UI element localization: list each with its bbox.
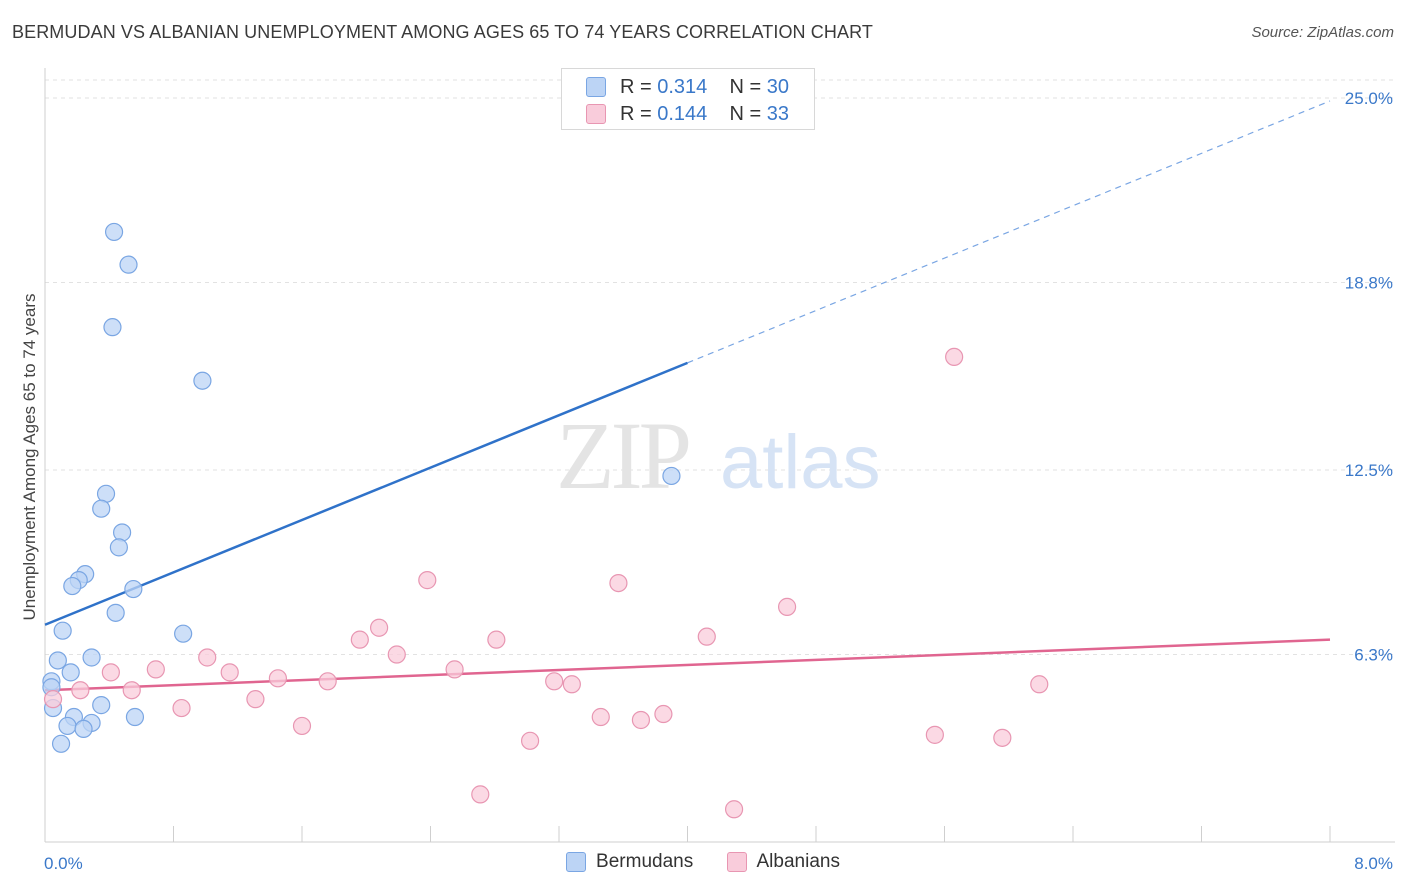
albanians-point [562, 675, 581, 694]
bermudans-point [125, 707, 145, 727]
albanians-point [1030, 675, 1049, 694]
albanians-point [654, 704, 673, 724]
tick-labels: 6.3% 12.5% 18.8% 25.0% 0.0% 8.0% [44, 89, 1393, 873]
albanians-point [777, 597, 797, 616]
legend-item-albanians: Albanians [726, 851, 840, 873]
albanians-point [945, 347, 964, 367]
r-label: R = [620, 102, 658, 125]
legend-item-bermudans: Bermudans [566, 851, 693, 873]
bermudans-legend-swatch [566, 852, 587, 872]
albanians-trend-line [44, 638, 1331, 692]
albanians-point [370, 618, 389, 637]
x-tick-label-max: 8.0% [1354, 854, 1393, 873]
watermark-zip: ZIP [556, 402, 689, 509]
albanians-point [724, 800, 744, 819]
albanians-point [146, 660, 165, 679]
bermudans-point [74, 719, 93, 739]
albanians-point [387, 645, 406, 664]
source-credit: Source: ZipAtlas.com [1251, 24, 1394, 41]
albanians-point [631, 710, 651, 730]
x-tick-label-min: 0.0% [44, 854, 83, 873]
albanians-point [925, 725, 944, 744]
legend-label-albanians: Albanians [756, 851, 840, 872]
albanians-point [292, 716, 312, 736]
albanians-point [471, 785, 490, 804]
albanians-point [246, 690, 265, 709]
data-points [42, 222, 1049, 819]
trend-lines [44, 100, 1331, 692]
bermudans-trend-line [44, 361, 688, 626]
legend-row-bermudans: R = 0.314 N = 30 [586, 74, 790, 100]
y-tick-label: 18.8% [1345, 274, 1393, 293]
albanians-point [487, 630, 506, 649]
bermudans-point [63, 576, 82, 596]
bermudans-point [82, 648, 101, 667]
bermudans-point [193, 371, 212, 390]
albanians-point [350, 630, 369, 649]
albanians-point [697, 627, 716, 646]
albanians-point [318, 672, 337, 691]
r-value: 0.314 [657, 75, 708, 98]
albanians-point [101, 663, 120, 682]
albanians-point [122, 681, 141, 700]
y-tick-label: 25.0% [1345, 89, 1393, 108]
albanians-point [591, 707, 610, 727]
bermudans-trend-extension [687, 100, 1331, 364]
series-legend: Bermudans Albanians [0, 851, 1406, 878]
legend-label-bermudans: Bermudans [596, 851, 694, 872]
watermark: ZIP atlas [556, 402, 881, 509]
n-label: N = [729, 102, 767, 125]
bermudans-point [106, 603, 125, 622]
bermudans-point [103, 318, 122, 337]
bermudans-point [51, 734, 71, 753]
bermudans-point [48, 651, 67, 670]
bermudans-point [109, 538, 128, 557]
albanians-swatch [586, 104, 606, 124]
watermark-atlas: atlas [720, 420, 881, 505]
albanians-point [71, 681, 90, 700]
bermudans-point [112, 523, 132, 542]
albanians-point [43, 690, 63, 709]
bermudans-swatch [586, 77, 606, 97]
albanians-point [268, 669, 288, 688]
bermudans-point [53, 621, 72, 640]
n-value: 33 [766, 102, 790, 125]
albanians-point [609, 573, 628, 593]
albanians-point [545, 672, 564, 691]
n-label: N = [729, 75, 767, 98]
r-label: R = [620, 75, 658, 98]
bermudans-point [92, 696, 111, 715]
r-value: 0.144 [657, 102, 708, 125]
albanians-point [445, 660, 464, 679]
legend-row-albanians: R = 0.144 N = 33 [586, 101, 790, 127]
albanians-point [993, 728, 1012, 747]
grid-lines [45, 79, 1395, 656]
bermudans-point [61, 663, 80, 682]
bermudans-point [174, 624, 193, 643]
bermudans-point [662, 466, 681, 486]
bermudans-point [104, 222, 124, 242]
axes [44, 68, 1395, 843]
albanians-point [220, 663, 239, 682]
correlation-legend: R = 0.314 N = 30 R = 0.144 N = 33 [561, 68, 815, 130]
y-tick-label: 6.3% [1354, 646, 1393, 665]
albanians-point [172, 698, 191, 718]
y-axis-label: Unemployment Among Ages 65 to 74 years [20, 293, 39, 621]
n-value: 30 [766, 75, 790, 98]
albanians-point [198, 648, 217, 667]
albanians-point [520, 731, 540, 750]
bermudans-point [124, 579, 143, 599]
bermudans-point [119, 255, 138, 274]
bermudans-point [92, 499, 111, 518]
bermudans-point [58, 716, 77, 736]
albanians-legend-swatch [726, 852, 747, 872]
albanians-point [418, 571, 437, 590]
chart-title: BERMUDAN VS ALBANIAN UNEMPLOYMENT AMONG … [12, 22, 873, 42]
y-tick-label: 12.5% [1345, 461, 1393, 480]
